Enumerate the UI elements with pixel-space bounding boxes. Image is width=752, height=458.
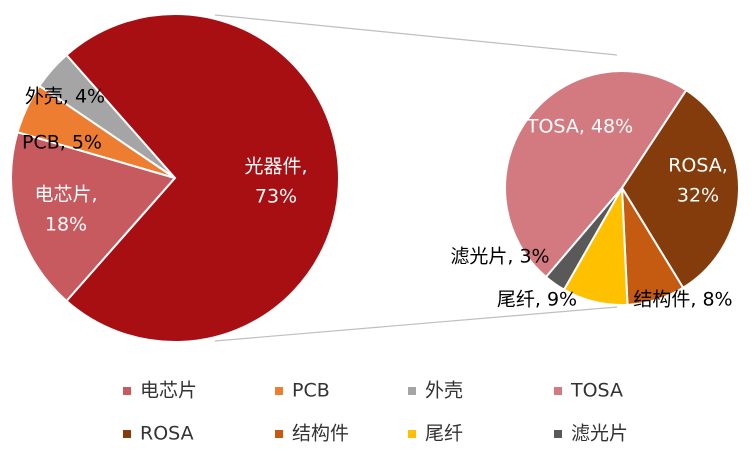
legend-label: 滤光片: [571, 423, 628, 445]
legend-label: TOSA: [570, 380, 623, 402]
data-label: 18%: [45, 214, 87, 236]
data-label: 32%: [677, 185, 719, 207]
data-label: 尾纤, 9%: [497, 289, 577, 311]
legend-marker: [123, 387, 131, 395]
legend-label: 电芯片: [140, 380, 197, 402]
legend-label: PCB: [292, 380, 330, 402]
data-label: 外壳, 4%: [25, 86, 105, 108]
legend-marker: [554, 430, 562, 438]
data-label: 73%: [255, 186, 297, 208]
connector-line: [214, 306, 618, 342]
pie-slice: [620, 88, 740, 290]
legend-marker: [275, 387, 283, 395]
pie-slice: [10, 131, 177, 303]
legend-marker: [408, 387, 416, 395]
legend-marker: [408, 430, 416, 438]
data-label: ROSA,: [668, 155, 728, 177]
connector-line: [214, 14, 618, 56]
legend-label: 尾纤: [425, 423, 463, 445]
data-label: TOSA, 48%: [526, 116, 633, 138]
legend-marker: [123, 430, 131, 438]
pie-slice: [544, 187, 623, 291]
legend-label: 外壳: [425, 380, 463, 402]
data-label: 结构件, 8%: [633, 289, 732, 311]
legend-marker: [554, 387, 562, 395]
pie-slice: [65, 13, 340, 343]
pie-slice: [504, 70, 688, 279]
legend-label: 结构件: [292, 423, 349, 445]
legend-marker: [275, 430, 283, 438]
data-label: PCB, 5%: [22, 132, 102, 154]
data-label: 滤光片, 3%: [450, 246, 549, 268]
data-label: 电芯片,: [34, 184, 97, 206]
data-label: 光器件,: [244, 156, 307, 178]
legend-label: ROSA: [140, 423, 194, 445]
